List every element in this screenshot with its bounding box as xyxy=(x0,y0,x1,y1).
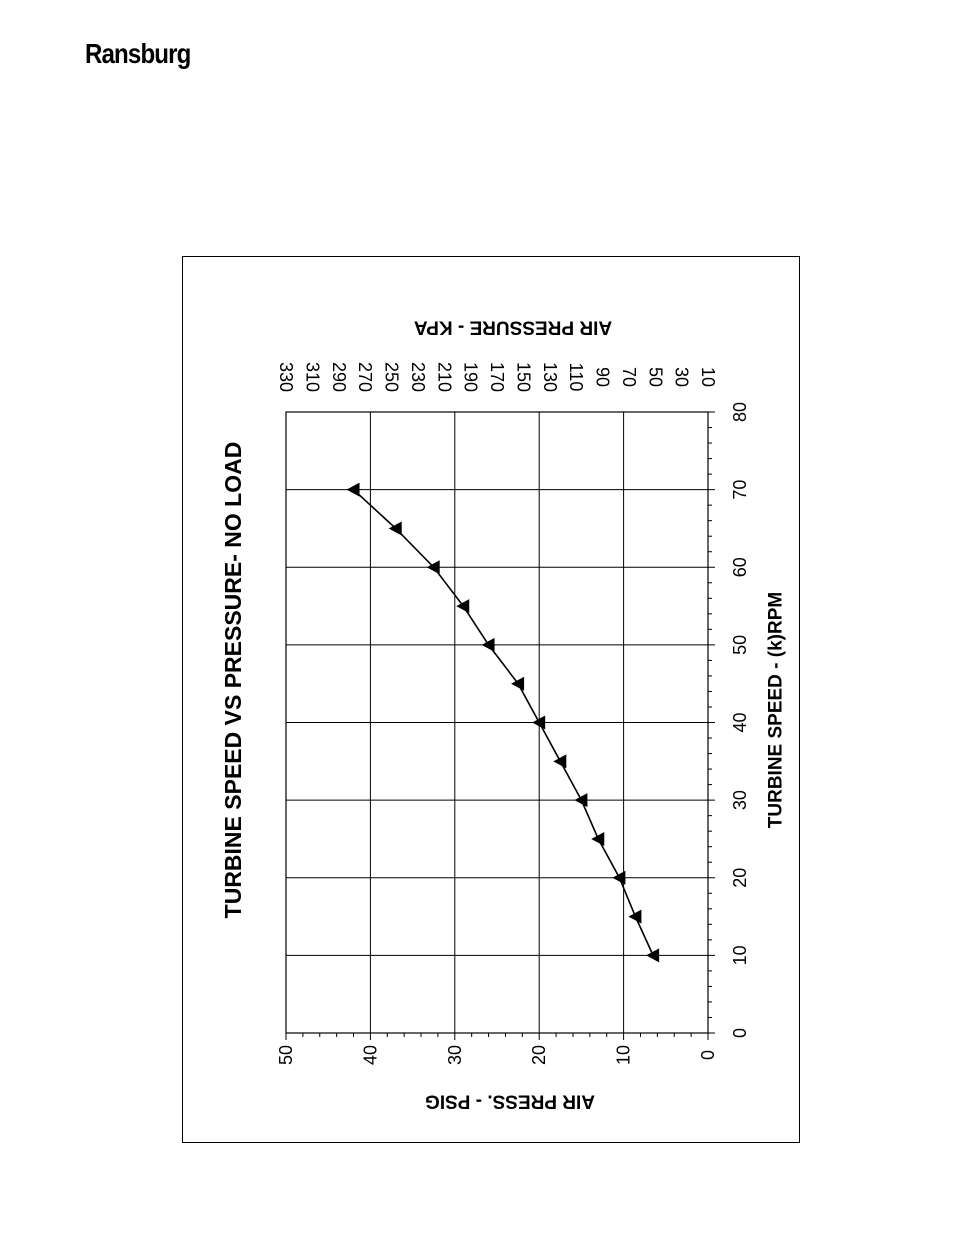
y-tick-label: 40 xyxy=(360,1045,380,1065)
x-tick-label: 70 xyxy=(730,480,750,500)
data-point xyxy=(591,831,605,846)
chart-labels: TURBINE SPEED VS PRESSURE- NO LOAD TURBIN… xyxy=(220,317,787,1112)
y2-tick-label: 110 xyxy=(566,363,586,392)
y2-tick-label: 290 xyxy=(329,362,349,392)
data-point xyxy=(646,948,660,963)
y2-axis-title: AIR PRESSURE - KPA xyxy=(414,317,612,338)
y2-tick-label: 310 xyxy=(302,362,322,392)
y-axis-title: AIR PRESS. - PSIG xyxy=(425,1091,595,1112)
y2-tick-label: 330 xyxy=(276,362,296,392)
chart-series xyxy=(346,482,660,963)
x-axis-title: TURBINE SPEED - (k)RPM xyxy=(766,592,787,828)
y-tick-label: 10 xyxy=(614,1045,634,1065)
data-point xyxy=(426,560,440,575)
y2-tick-label: 210 xyxy=(434,362,454,392)
y-tick-label: 50 xyxy=(276,1045,296,1065)
x-tick-label: 30 xyxy=(730,790,750,810)
y2-tick-label: 250 xyxy=(382,362,402,392)
y2-tick-label: 230 xyxy=(408,362,428,392)
data-point xyxy=(628,909,642,924)
x-tick-label: 20 xyxy=(730,868,750,888)
data-point xyxy=(388,521,402,536)
chart-grid xyxy=(286,412,708,1033)
data-point xyxy=(346,482,360,497)
y2-tick-label: 150 xyxy=(513,362,533,392)
x-tick-label: 60 xyxy=(730,557,750,577)
y2-tick-label: 90 xyxy=(593,367,613,387)
data-point xyxy=(612,870,626,885)
data-point xyxy=(553,754,567,769)
chart-title: TURBINE SPEED VS PRESSURE- NO LOAD xyxy=(220,442,246,919)
y-tick-label: 20 xyxy=(529,1045,549,1065)
y-tick-label: 30 xyxy=(445,1045,465,1065)
y2-tick-label: 170 xyxy=(487,362,507,392)
y2-tick-label: 10 xyxy=(698,367,718,387)
y2-tick-label: 70 xyxy=(619,367,639,387)
x-tick-label: 40 xyxy=(730,712,750,732)
data-point xyxy=(532,715,546,730)
y2-tick-label: 130 xyxy=(540,362,560,392)
y2-tick-label: 270 xyxy=(355,362,375,392)
data-point xyxy=(456,599,470,614)
x-tick-label: 50 xyxy=(730,635,750,655)
data-point xyxy=(574,793,588,808)
chart-frame xyxy=(182,256,800,1143)
x-tick-label: 80 xyxy=(730,402,750,422)
x-tick-label: 0 xyxy=(730,1028,750,1038)
chart-ticks: 0 10 20 30 40 50 60 70 80 0 10 20 30 40 50 10 30 50 70 90 11… xyxy=(276,362,750,1065)
brand-logo: Ransburg xyxy=(85,38,191,69)
x-tick-label: 10 xyxy=(730,945,750,965)
y-tick-label: 0 xyxy=(698,1050,718,1060)
y2-tick-label: 50 xyxy=(645,367,665,387)
data-point xyxy=(511,676,525,691)
y2-tick-label: 190 xyxy=(461,362,481,392)
y2-tick-label: 30 xyxy=(672,367,692,387)
data-point xyxy=(481,637,495,652)
